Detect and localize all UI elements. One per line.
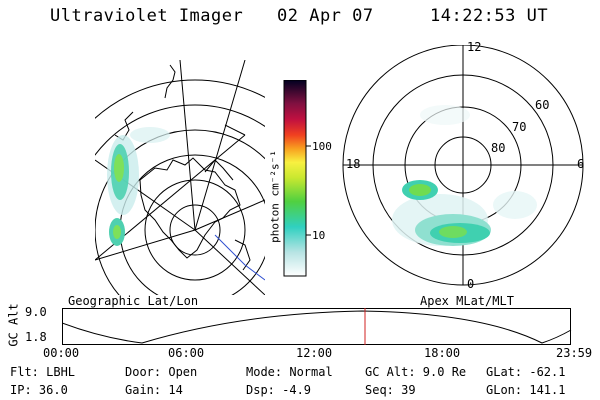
footer-glat: GLat: -62.1: [486, 365, 566, 379]
footer-glon: GLon: 141.1: [486, 383, 566, 397]
colorbar: [283, 80, 311, 277]
mlt-label-12: 12: [467, 40, 482, 54]
timeline-ytick-1-8: 1.8: [25, 330, 47, 344]
lat-label-60: 60: [535, 98, 550, 112]
mlt-label-0: 0: [467, 277, 475, 291]
colorbar-tick-10: 10: [312, 229, 326, 242]
right-panel-caption: Apex MLat/MLT: [420, 294, 514, 308]
timeline-xtick-0000: 00:00: [43, 346, 80, 360]
mlt-label-18: 18: [346, 157, 361, 171]
footer-seq: Seq: 39: [365, 383, 416, 397]
timeline-chart: [62, 308, 572, 345]
colorbar-tick-100: 100: [312, 140, 332, 153]
time-label: 14:22:53 UT: [430, 6, 549, 26]
timeline-ytick-9: 9.0: [25, 305, 47, 319]
timeline-ylabel: GC Alt: [6, 303, 21, 347]
footer-door: Door: Open: [125, 365, 198, 379]
timeline-xtick-1200: 12:00: [296, 346, 333, 360]
timeline-xtick-0600: 06:00: [168, 346, 205, 360]
app-title: Ultraviolet Imager: [50, 6, 244, 26]
timeline-xtick-1800: 18:00: [424, 346, 461, 360]
colorbar-unit-label: photon cm⁻²s⁻¹: [268, 150, 282, 243]
footer-gain: Gain: 14: [125, 383, 183, 397]
date-label: 02 Apr 07: [277, 6, 374, 26]
lat-label-70: 70: [512, 120, 527, 134]
footer-gc-alt: GC Alt: 9.0 Re: [365, 365, 467, 379]
footer-mode: Mode: Normal: [246, 365, 333, 379]
polar-mlt-plot: [342, 45, 584, 286]
mlt-label-6: 6: [577, 157, 585, 171]
footer-filter: Flt: LBHL: [10, 365, 76, 379]
footer-ip: IP: 36.0: [10, 383, 68, 397]
footer-dsp: Dsp: -4.9: [246, 383, 312, 397]
lat-label-80: 80: [491, 141, 506, 155]
left-panel-caption: Geographic Lat/Lon: [68, 294, 199, 308]
geographic-map: [95, 60, 265, 295]
timeline-xtick-2359: 23:59: [556, 346, 593, 360]
